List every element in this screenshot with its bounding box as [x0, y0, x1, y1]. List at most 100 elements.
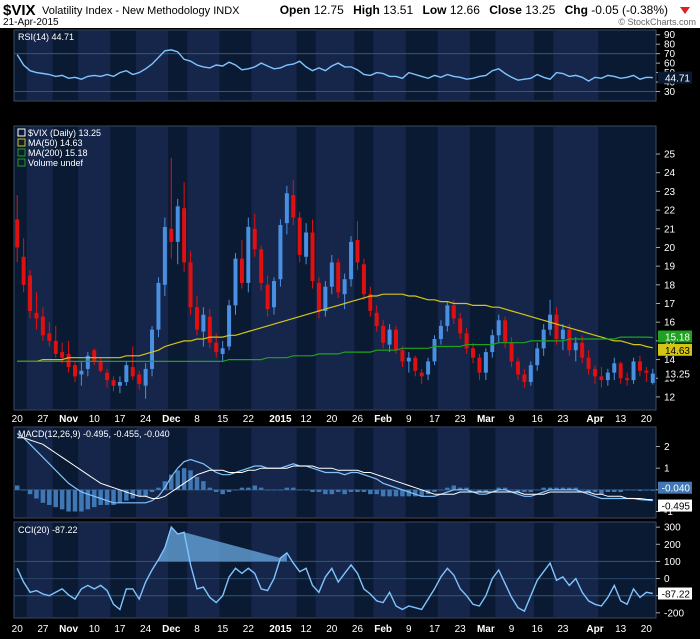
candle-body [323, 286, 328, 311]
alt-band [437, 428, 470, 517]
macd-histogram-bar [85, 489, 91, 510]
macd-histogram-bar [47, 489, 52, 505]
candle-body [278, 225, 283, 280]
candle-body [612, 363, 617, 373]
x-axis-top-label: 20 [12, 414, 24, 425]
candle-body [509, 342, 514, 362]
macd-histogram-bar [464, 487, 469, 490]
ma200-tag: 15.18 [665, 333, 690, 344]
candle-body [98, 361, 103, 371]
macd-histogram-bar [188, 470, 193, 490]
macd-histogram-bar [509, 489, 514, 491]
macd-histogram-bar [451, 485, 457, 490]
macd-histogram-bar [374, 489, 379, 495]
alt-band [373, 127, 406, 409]
alt-band [26, 127, 53, 409]
x-axis-top-label: Feb [374, 414, 392, 425]
legend-swatch [17, 138, 26, 147]
macd-histogram-bar [233, 489, 238, 491]
x-axis-bottom-label: 17 [114, 624, 126, 635]
macd-histogram-bar [226, 489, 232, 492]
low-label: Low [422, 3, 447, 17]
exchange-text: INDX [213, 5, 240, 17]
candle-body [528, 365, 533, 382]
price-y-axis-tick-label: 18 [664, 280, 676, 291]
macd-y-axis-tick-label: 2 [664, 442, 670, 453]
x-axis-bottom-label: 23 [557, 624, 569, 635]
macd-histogram-bar [560, 487, 566, 490]
macd-histogram-bar [284, 487, 290, 490]
x-axis-bottom-label: 26 [352, 624, 364, 635]
macd-histogram-bar [79, 489, 84, 512]
macd-histogram-bar [323, 489, 328, 495]
macd-histogram-bar [59, 489, 65, 510]
alt-band [251, 127, 297, 409]
x-axis-bottom-label: 17 [429, 624, 441, 635]
x-axis-bottom-label: 20 [326, 624, 338, 635]
macd-histogram-bar [278, 489, 283, 491]
price-y-axis-tick-label: 17 [664, 299, 676, 310]
cci-y-axis-tick-label: 200 [664, 540, 681, 551]
candle-body [34, 312, 39, 319]
candle-body [28, 275, 33, 311]
cci-y-axis-tick-label: -200 [664, 608, 684, 619]
x-axis-bottom-label: 23 [455, 624, 467, 635]
x-axis-top-label: Mar [477, 414, 495, 425]
candle-body [586, 357, 591, 369]
price-y-axis-tick-label: 25 [664, 150, 676, 161]
rsi-y-axis-tick-label: 70 [664, 49, 676, 60]
alt-band [251, 523, 297, 617]
macd-histogram-bar [547, 487, 553, 490]
macd-histogram-bar [92, 489, 97, 508]
macd-histogram-bar [631, 489, 636, 491]
close-label: Close [489, 3, 522, 17]
candle-body [605, 372, 610, 381]
cci-y-axis-tick-label: 0 [664, 574, 670, 585]
x-axis-bottom-label: Mar [477, 624, 495, 635]
x-axis-bottom-label: 2015 [269, 624, 292, 635]
x-axis-bottom-label: 9 [509, 624, 515, 635]
macd-histogram-bar [567, 487, 572, 490]
macd-histogram-bar [400, 489, 405, 497]
macd-histogram-bar [393, 489, 399, 497]
macd-histogram-bar [297, 489, 302, 491]
candle-body [560, 329, 565, 339]
high-value: 13.51 [383, 3, 414, 17]
candle-body [650, 373, 655, 383]
x-axis-bottom-label: 15 [217, 624, 229, 635]
candle-body [361, 264, 366, 295]
cci-overbought-fill [158, 527, 287, 562]
macd-histogram-bar [413, 489, 418, 497]
macd-histogram-bar [104, 489, 110, 505]
macd-histogram-bar [303, 489, 309, 491]
open-label: Open [279, 3, 311, 17]
candle-body [207, 316, 212, 343]
x-axis-top-label: Apr [586, 414, 603, 425]
candle-body [291, 195, 296, 218]
x-axis-top-label: 26 [352, 414, 364, 425]
candle-body [458, 318, 463, 334]
macd-histogram-bar [201, 481, 206, 490]
candle-body [573, 342, 578, 351]
candle-body [188, 262, 193, 308]
candle-body [438, 325, 443, 339]
macd-histogram-bar [515, 489, 521, 492]
candle-body [580, 342, 585, 358]
x-axis-top-label: 17 [114, 414, 126, 425]
macd-value-tag-box [658, 499, 692, 512]
high-label: High [353, 3, 380, 17]
macd-histogram-bar [355, 489, 360, 492]
candle-body [169, 228, 174, 242]
candle-body [593, 368, 598, 377]
candle-body [618, 363, 623, 379]
candle-body [625, 378, 630, 381]
candle-body [111, 380, 116, 386]
alt-band [251, 31, 297, 100]
cci-legend: CCI(20) -87.22 [18, 525, 78, 535]
x-axis-top-label: 8 [194, 414, 200, 425]
candle-body [393, 329, 398, 351]
macd-histogram-bar [271, 489, 277, 491]
macd-histogram-bar [316, 489, 322, 492]
security-name: Volatility Index - New Methodology INDX [42, 5, 240, 17]
